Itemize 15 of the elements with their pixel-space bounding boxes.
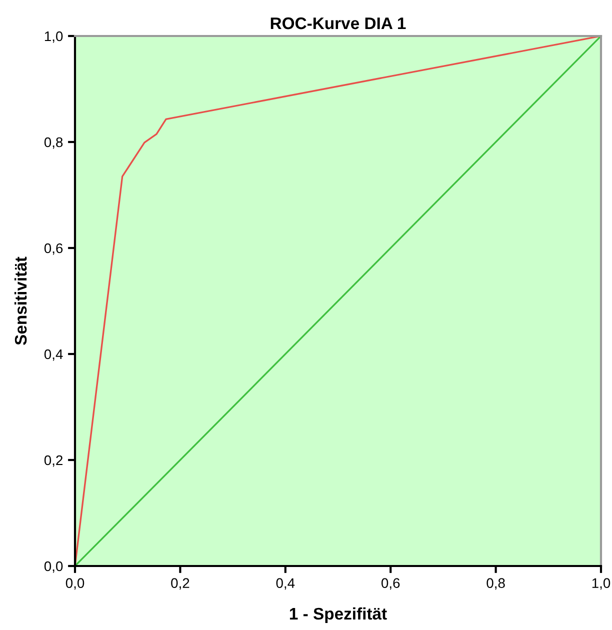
chart-title: ROC-Kurve DIA 1 bbox=[270, 17, 406, 30]
x-tick-label: 0,6 bbox=[381, 578, 400, 590]
x-tick-label: 0,2 bbox=[171, 578, 190, 590]
y-tick-label: 0,6 bbox=[44, 243, 63, 255]
x-tick-label: 1,0 bbox=[592, 578, 610, 590]
x-tick-label: 0,8 bbox=[486, 578, 505, 590]
x-tick-label: 0,4 bbox=[276, 578, 295, 590]
y-tick-label: 1,0 bbox=[44, 31, 63, 43]
y-tick-label: 0,2 bbox=[44, 455, 62, 467]
x-tick-label: 0,0 bbox=[66, 578, 84, 590]
y-tick-label: 0,8 bbox=[44, 137, 63, 149]
x-axis-title: 1 - Spezifität bbox=[290, 607, 387, 623]
y-tick-label: 0,0 bbox=[44, 561, 63, 573]
y-axis-title: Sensitivität bbox=[14, 256, 27, 345]
y-tick-label: 0,4 bbox=[44, 349, 63, 361]
